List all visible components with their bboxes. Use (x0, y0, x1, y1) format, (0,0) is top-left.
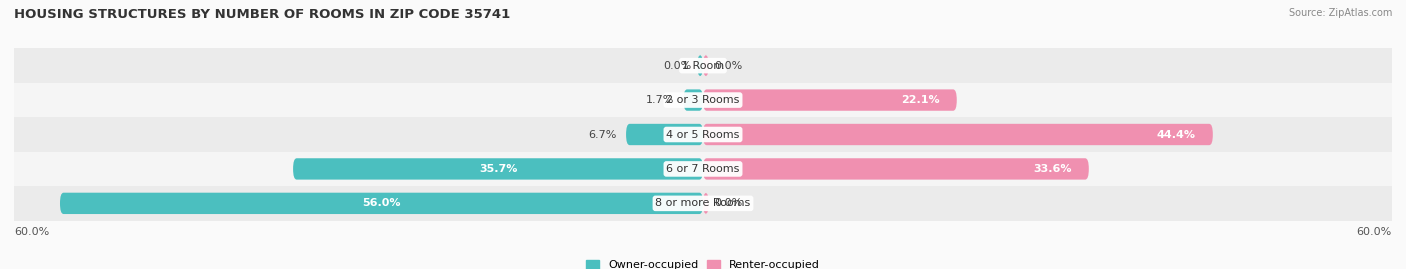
Bar (14, 117, 1392, 152)
Text: 35.7%: 35.7% (479, 164, 517, 174)
Bar (14, 48, 1392, 83)
Text: 1.7%: 1.7% (645, 95, 675, 105)
Text: 60.0%: 60.0% (14, 227, 49, 237)
FancyBboxPatch shape (292, 158, 703, 180)
Bar (14, 152, 1392, 186)
Bar (14, 83, 1392, 117)
FancyBboxPatch shape (703, 158, 1088, 180)
Text: 0.0%: 0.0% (714, 61, 742, 71)
FancyBboxPatch shape (683, 89, 703, 111)
Legend: Owner-occupied, Renter-occupied: Owner-occupied, Renter-occupied (586, 260, 820, 269)
Text: 8 or more Rooms: 8 or more Rooms (655, 198, 751, 208)
Text: 0.0%: 0.0% (664, 61, 692, 71)
Text: 1 Room: 1 Room (682, 61, 724, 71)
FancyBboxPatch shape (60, 193, 703, 214)
Text: 6 or 7 Rooms: 6 or 7 Rooms (666, 164, 740, 174)
Text: 44.4%: 44.4% (1157, 129, 1195, 140)
Bar (14, 186, 1392, 221)
FancyBboxPatch shape (703, 193, 709, 214)
Text: 2 or 3 Rooms: 2 or 3 Rooms (666, 95, 740, 105)
FancyBboxPatch shape (703, 89, 956, 111)
FancyBboxPatch shape (703, 124, 1213, 145)
Text: 4 or 5 Rooms: 4 or 5 Rooms (666, 129, 740, 140)
Text: HOUSING STRUCTURES BY NUMBER OF ROOMS IN ZIP CODE 35741: HOUSING STRUCTURES BY NUMBER OF ROOMS IN… (14, 8, 510, 21)
Text: 0.0%: 0.0% (714, 198, 742, 208)
Text: 22.1%: 22.1% (901, 95, 939, 105)
Text: 60.0%: 60.0% (1357, 227, 1392, 237)
Text: 33.6%: 33.6% (1033, 164, 1071, 174)
Text: 6.7%: 6.7% (589, 129, 617, 140)
Text: Source: ZipAtlas.com: Source: ZipAtlas.com (1288, 8, 1392, 18)
FancyBboxPatch shape (703, 55, 709, 76)
FancyBboxPatch shape (697, 55, 703, 76)
FancyBboxPatch shape (626, 124, 703, 145)
Text: 56.0%: 56.0% (363, 198, 401, 208)
